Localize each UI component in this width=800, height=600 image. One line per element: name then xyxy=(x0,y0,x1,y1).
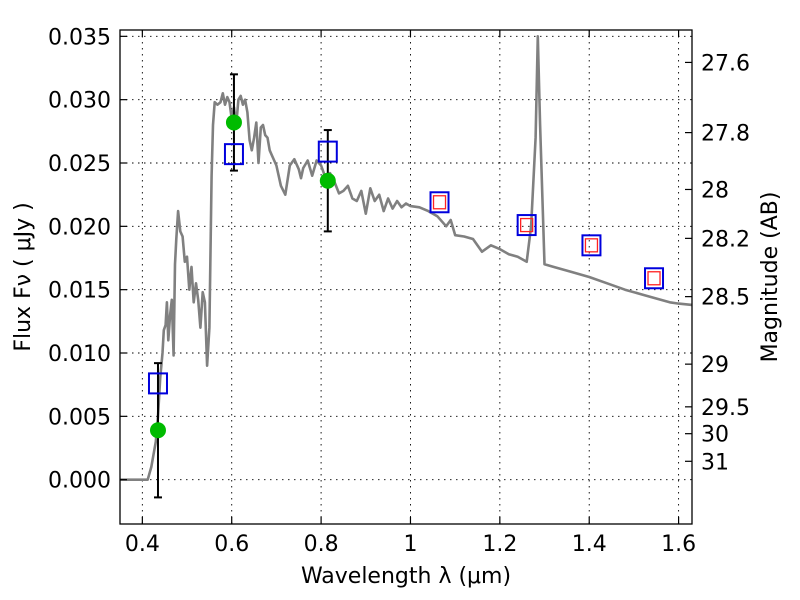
model-photometry-marker xyxy=(644,267,665,290)
model-spectrum-line xyxy=(120,34,693,482)
model-photometry-inner-marker xyxy=(520,217,534,233)
x-axis-title: Wavelength λ (μm) xyxy=(301,564,511,589)
y-tick-label: 0.025 xyxy=(48,152,111,177)
plot-area xyxy=(120,34,693,499)
right-tick-label: 28.5 xyxy=(701,286,750,311)
y-tick-label: 0.020 xyxy=(48,215,111,240)
x-tick-label: 1.4 xyxy=(572,532,607,557)
grid-lines xyxy=(120,30,692,524)
y-tick-label: 0.005 xyxy=(48,405,111,430)
right-tick-label: 28.2 xyxy=(701,227,750,252)
model-photometry-marker xyxy=(223,143,244,166)
y-tick-label: 0.000 xyxy=(48,469,111,494)
model-photometry-marker xyxy=(429,191,450,214)
y-axis-right-title: Magnitude (AB) xyxy=(758,192,783,363)
right-tick-label: 29 xyxy=(701,353,729,378)
axes-frame xyxy=(119,29,693,525)
y-tick-label: 0.030 xyxy=(48,89,111,114)
y-axis-title: Flux Fν ( μJy ) xyxy=(11,202,36,351)
model-photometry-inner-marker xyxy=(432,195,447,210)
observed-point xyxy=(149,422,166,439)
x-tick-label: 1.2 xyxy=(482,532,517,557)
x-tick-label: 1 xyxy=(403,532,417,557)
observed-point xyxy=(225,114,242,131)
model-photometry-marker xyxy=(581,234,602,257)
x-tick-label: 0.4 xyxy=(125,532,160,557)
model-photometry-marker xyxy=(147,372,168,395)
model-photometry-marker xyxy=(516,214,537,237)
right-tick-label: 27.6 xyxy=(701,51,750,76)
right-tick-label: 31 xyxy=(701,450,729,475)
x-tick-label: 0.8 xyxy=(304,532,339,557)
model-photometry-inner-marker xyxy=(647,271,661,286)
y-tick-label: 0.015 xyxy=(48,279,111,304)
right-tick-label: 27.8 xyxy=(701,122,750,147)
model-photometry-marker xyxy=(317,140,338,163)
x-tick-label: 0.6 xyxy=(214,532,249,557)
right-tick-label: 29.5 xyxy=(701,396,750,421)
right-tick-label: 28 xyxy=(701,178,729,203)
x-tick-label: 1.6 xyxy=(661,532,696,557)
axis-ticks: 0.4 0.6 0.8 1 1.2 1.4 1.6 0.000 0.005 0.010 0.015 0… xyxy=(48,25,750,557)
y-tick-label: 0.010 xyxy=(48,342,111,367)
observed-point xyxy=(319,172,336,189)
model-photometry-inner-marker xyxy=(584,238,599,253)
right-tick-label: 30 xyxy=(701,423,729,448)
y-tick-label: 0.035 xyxy=(48,25,111,50)
